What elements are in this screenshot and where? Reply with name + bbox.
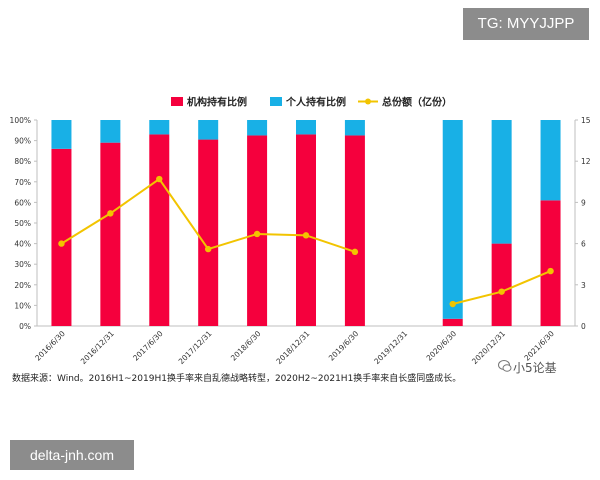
chart-x-labels: 2016/6/30 2016/12/31 2017/6/30 2017/12/31 20…	[33, 329, 556, 366]
bar-institution	[491, 243, 512, 326]
y-right-tick-label: 6	[581, 240, 586, 249]
x-tick-label: 2019/6/30	[327, 329, 361, 363]
y-left-tick-label: 40%	[14, 240, 31, 249]
y-left-tick-label: 0%	[19, 322, 31, 331]
x-tick-label: 2018/12/31	[274, 329, 311, 366]
y-right-tick-label: 15	[581, 116, 591, 125]
source-note: 数据来源：Wind。2016H1~2019H1换手率来自乱德战略转型，2020H…	[12, 374, 462, 384]
bar-individual	[491, 120, 512, 244]
y-left-tick-label: 60%	[14, 198, 31, 207]
bar-institution	[344, 135, 365, 326]
chart-axes: 0% 10% 20% 30% 40% 50% 60% 70% 80% 90% 100% 0 3 6 9 12 1…	[10, 116, 591, 331]
legend-marker	[365, 98, 371, 105]
chart-line	[58, 175, 554, 308]
bar-institution	[540, 200, 561, 326]
bar-institution	[51, 148, 72, 326]
y-right-tick-label: 9	[581, 198, 586, 207]
legend-label: 总份额（亿份）	[382, 96, 452, 109]
legend-label: 个人持有比例	[285, 96, 346, 109]
bar-institution	[247, 135, 268, 326]
bar-institution	[296, 134, 316, 326]
y-right-tick-label: 3	[581, 281, 586, 290]
y-left-tick-label: 30%	[14, 260, 31, 269]
x-tick-label: 2020/6/30	[425, 329, 459, 363]
point-total-shares	[58, 240, 65, 247]
legend-swatch	[270, 97, 282, 106]
point-total-shares	[204, 245, 212, 253]
bar-individual	[51, 120, 72, 149]
legend-label: 机构持有比例	[187, 96, 247, 109]
bar-individual	[100, 120, 121, 143]
x-tick-label: 2017/12/31	[177, 329, 214, 366]
x-tick-label: 2018/6/30	[229, 329, 263, 363]
bar-institution	[442, 318, 463, 326]
point-total-shares	[498, 288, 505, 295]
watermark-text: 小5论基	[513, 361, 557, 375]
bar-individual	[296, 120, 316, 135]
point-total-shares	[107, 210, 114, 217]
watermark-badge-bottom: delta-jnh.com	[10, 440, 134, 470]
wechat-logo-icon	[498, 360, 512, 372]
y-left-tick-label: 50%	[14, 219, 31, 228]
point-total-shares	[449, 300, 456, 308]
bar-institution	[100, 142, 121, 326]
point-total-shares	[351, 248, 359, 256]
bar-individual	[149, 120, 170, 135]
point-total-shares	[302, 232, 310, 239]
bar-individual	[540, 120, 561, 201]
bar-individual	[247, 120, 268, 136]
y-right-tick-label: 12	[581, 157, 591, 166]
point-total-shares	[547, 267, 554, 275]
y-left-tick-label: 100%	[10, 116, 31, 125]
x-tick-label: 2017/6/30	[131, 329, 165, 363]
y-left-tick-label: 70%	[14, 178, 31, 187]
y-left-tick-label: 80%	[14, 157, 31, 166]
x-tick-label: 2016/6/30	[33, 329, 67, 363]
chart-legend: 机构持有比例 个人持有比例 总份额（亿份）	[171, 96, 452, 109]
watermark-badge-top: TG: MYYJJPP	[463, 8, 589, 40]
x-tick-label: 2019/12/31	[372, 329, 409, 366]
bar-institution	[149, 134, 170, 326]
legend-swatch	[171, 97, 183, 106]
point-total-shares	[253, 230, 261, 238]
bar-individual	[198, 120, 219, 140]
bar-individual	[344, 120, 365, 136]
x-tick-label: 2016/12/31	[79, 329, 116, 366]
x-tick-label: 2021/6/30	[522, 329, 556, 363]
chart-bars	[51, 120, 561, 326]
y-left-tick-label: 20%	[14, 281, 31, 290]
bar-individual	[442, 120, 463, 319]
y-right-tick-label: 0	[581, 322, 586, 331]
point-total-shares	[156, 175, 163, 183]
y-left-tick-label: 10%	[14, 301, 31, 310]
bar-institution	[198, 139, 219, 326]
y-left-tick-label: 90%	[14, 137, 31, 146]
